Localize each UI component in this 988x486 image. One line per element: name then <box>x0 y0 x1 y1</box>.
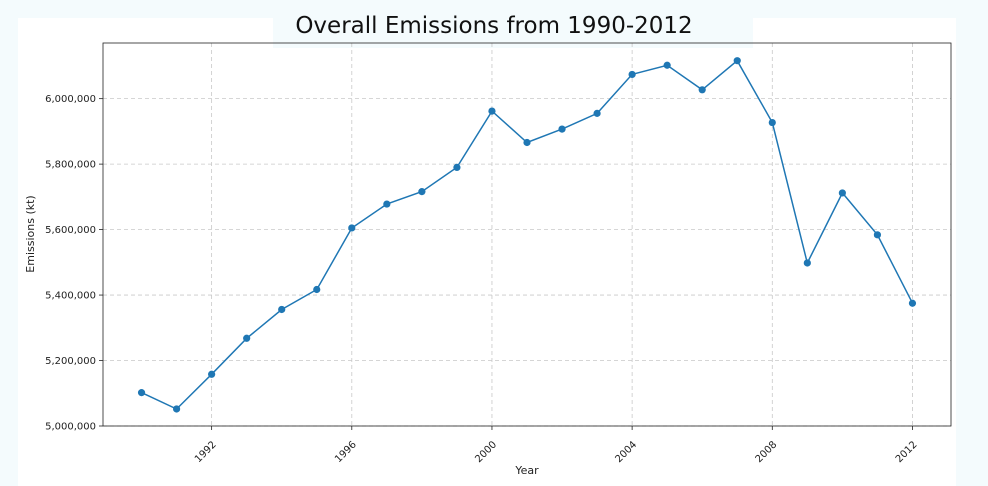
data-point <box>628 70 636 79</box>
x-tick-label: 2008 <box>754 439 780 465</box>
data-point <box>698 86 706 94</box>
data-point <box>663 61 671 69</box>
data-point <box>208 370 216 378</box>
x-tick-label: 1996 <box>333 439 359 465</box>
data-point <box>593 109 601 117</box>
x-tick-label: 2012 <box>894 439 920 465</box>
title-background <box>273 12 753 48</box>
x-axis-label: Year <box>514 464 539 477</box>
data-point <box>418 188 426 196</box>
y-tick-label: 6,000,000 <box>45 94 96 105</box>
x-tick-label: 1992 <box>193 439 219 465</box>
data-point <box>908 299 917 307</box>
data-point <box>243 334 251 342</box>
data-point <box>172 405 181 413</box>
grid <box>103 43 951 427</box>
data-point <box>873 231 882 239</box>
data-point <box>137 389 146 397</box>
y-tick-label: 5,800,000 <box>45 160 96 171</box>
y-tick-label: 5,200,000 <box>45 356 96 367</box>
data-point <box>523 138 531 147</box>
y-tick-label: 5,000,000 <box>45 422 96 433</box>
data-point <box>383 200 391 208</box>
data-point <box>348 224 356 232</box>
data-point <box>313 285 321 294</box>
chart-title: Overall Emissions from 1990-2012 <box>295 13 693 39</box>
data-point <box>453 163 461 171</box>
series-line <box>141 59 914 410</box>
y-tick-label: 5,400,000 <box>45 291 96 302</box>
data-point <box>768 118 776 127</box>
x-tick-label: 2004 <box>613 439 639 465</box>
data-point <box>558 125 566 133</box>
plot-area <box>102 42 952 427</box>
y-tick-label: 5,600,000 <box>45 225 96 236</box>
data-point <box>838 189 846 197</box>
series <box>137 57 917 413</box>
x-tick-label: 2000 <box>473 439 499 465</box>
data-point <box>278 305 286 314</box>
data-point <box>488 107 496 115</box>
y-axis-label: Emissions (kt) <box>24 195 37 272</box>
data-point <box>733 57 741 65</box>
data-point <box>803 259 811 267</box>
